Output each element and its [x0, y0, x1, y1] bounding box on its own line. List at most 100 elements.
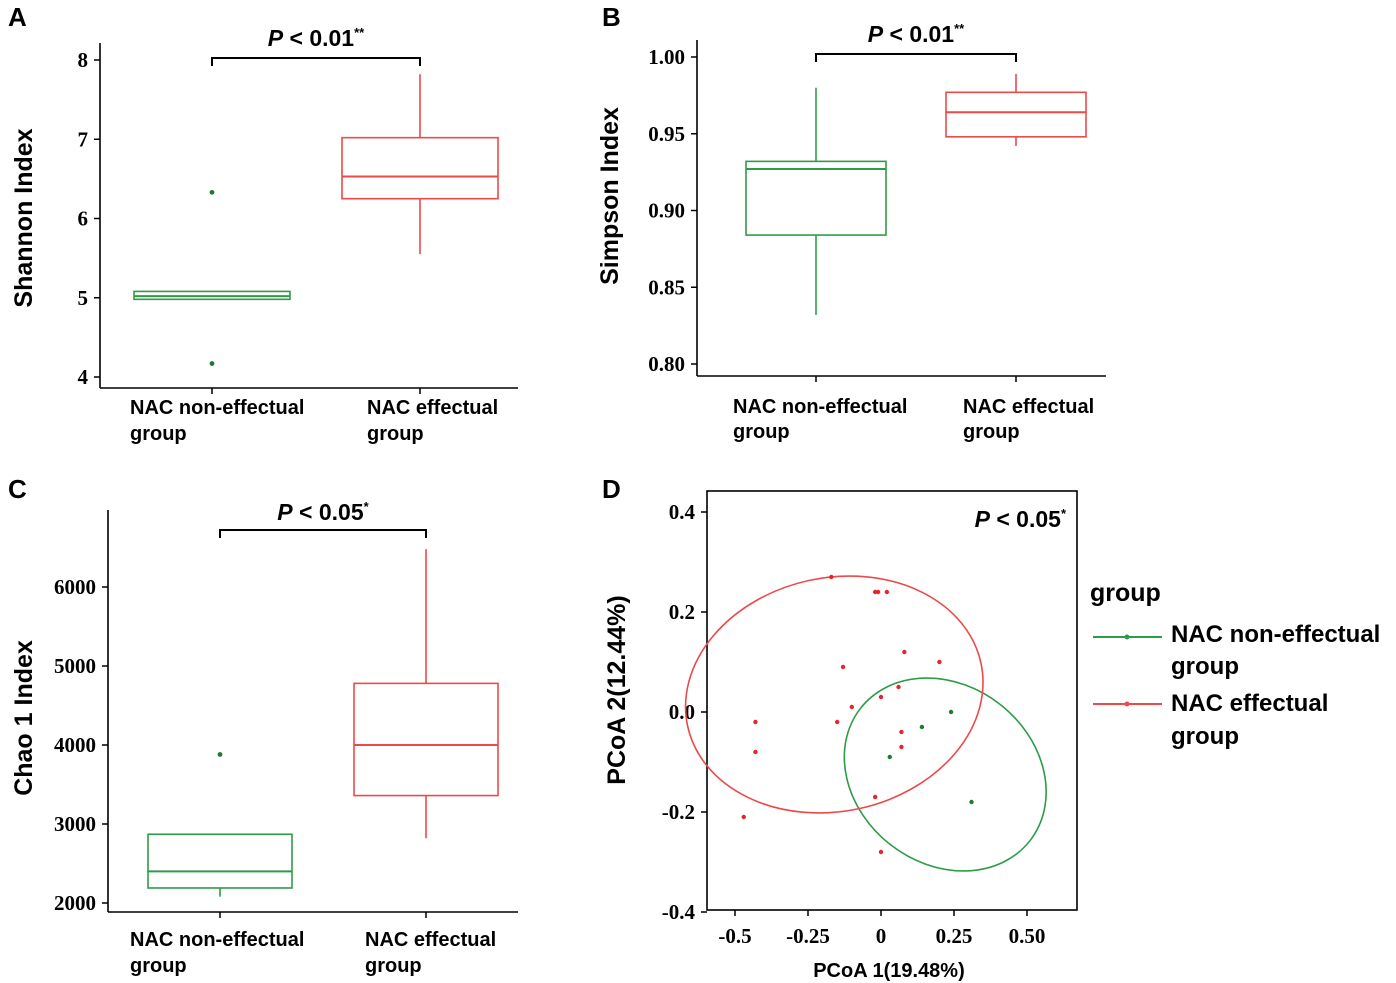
outlier-point-c-non-effectual — [217, 752, 223, 757]
y-tick-label-b: 0.95 — [648, 122, 685, 146]
outlier-point-a-non-effectual — [209, 361, 215, 366]
panel-letter-a: A — [8, 2, 27, 32]
x-category-label-b-effectual: NAC effectual — [963, 396, 1094, 418]
scatter-point-non-effectual — [948, 709, 954, 715]
scatter-point-non-effectual — [887, 754, 892, 760]
y-tick-label-a: 5 — [78, 286, 89, 310]
y-tick-label-b: 1.00 — [648, 45, 685, 69]
confidence-ellipse-non-effectual — [843, 677, 1047, 872]
y-tick-label-d: -0.2 — [662, 800, 695, 824]
y-tick-label-c: 6000 — [54, 575, 96, 599]
y-tick-label-a: 8 — [78, 48, 89, 72]
y-tick-label-c: 4000 — [54, 733, 96, 757]
legend-title: group — [1090, 579, 1161, 607]
y-axis-label-a: Shannon Index — [10, 128, 38, 307]
panel-letter-d: D — [602, 474, 621, 504]
panel-letter-c: C — [8, 474, 27, 504]
x-category-label-line2-c-effectual: group — [365, 955, 422, 977]
y-tick-label-b: 0.90 — [648, 199, 685, 223]
x-tick-label-d: -0.5 — [718, 924, 751, 948]
y-tick-label-d: 0.0 — [669, 700, 695, 724]
significance-label-d: P < 0.05* — [975, 506, 1067, 532]
plot-area-d: -0.5 -0.25 0 0.25 0.50 -0.4 -0.2 0.0 0.2 0.4 P < 0… — [662, 490, 1078, 948]
scatter-point-effectual — [835, 719, 840, 725]
plot-area-b: 0.80 0.85 0.90 0.95 1.00 NAC non-effectual gro… — [648, 21, 1106, 443]
y-tick-label-d: 0.2 — [669, 600, 695, 624]
y-tick-label-a: 7 — [78, 127, 89, 151]
scatter-point-effectual — [896, 684, 901, 690]
box-b-non-effectual — [745, 160, 887, 236]
scatter-point-effectual — [878, 694, 884, 700]
x-category-label-c-effectual: NAC effectual — [365, 929, 496, 951]
legend-key-point-non-effectual — [1124, 634, 1130, 640]
y-tick-label-a: 6 — [78, 207, 89, 231]
box-a-effectual — [341, 136, 499, 200]
scatter-point-effectual — [902, 649, 907, 655]
x-tick-label-d: 0.25 — [936, 924, 973, 948]
x-tick-label-d: -0.25 — [786, 924, 830, 948]
x-category-label-a-effectual: NAC effectual — [367, 397, 498, 419]
y-axis-label-b: Simpson Index — [596, 107, 624, 285]
panel-d: D PCoA 2(12.44%) PCoA 1(19.48%) -0.5 -0.2… — [602, 474, 1380, 982]
scatter-point-non-effectual — [919, 724, 925, 730]
outlier-point-a-non-effectual — [209, 189, 215, 195]
scatter-point-effectual — [899, 744, 904, 750]
box-b-effectual — [945, 91, 1087, 138]
y-tick-label-c: 5000 — [54, 654, 96, 678]
legend-label-effectual-line2: group — [1171, 723, 1239, 750]
significance-label-a: P < 0.01** — [268, 25, 365, 51]
plot-area-a: 4 5 6 7 8 NAC non-effectual group NAC effectual… — [78, 25, 518, 445]
y-tick-label-d: -0.4 — [662, 900, 696, 924]
scatter-point-effectual — [899, 729, 904, 735]
panel-b: B Simpson Index 0.80 0.85 0.90 0.95 1.00 NAC … — [596, 2, 1106, 443]
x-tick-label-d: 0.50 — [1009, 924, 1046, 948]
panel-c: C Chao 1 Index 2000 3000 4000 5000 6000 NAC n… — [8, 474, 518, 977]
legend-key-point-effectual — [1124, 701, 1130, 707]
y-tick-label-a: 4 — [78, 365, 89, 389]
scatter-point-effectual — [875, 589, 881, 595]
significance-bracket-a — [211, 57, 421, 66]
x-category-label-line2-c-non-effectual: group — [130, 955, 187, 977]
significance-label-b: P < 0.01** — [868, 21, 965, 47]
box-c-non-effectual — [147, 833, 293, 889]
x-tick-label-d: 0 — [876, 924, 887, 948]
y-tick-label-b: 0.80 — [648, 352, 685, 376]
x-category-label-a-non-effectual: NAC non-effectual — [130, 397, 304, 419]
panel-a: A Shannon Index 4 5 6 7 8 NAC non-effectual gr… — [8, 2, 518, 445]
legend: group NAC non-effectual group NAC effect… — [1090, 579, 1380, 750]
scatter-point-non-effectual — [969, 799, 974, 805]
y-axis-label-d: PCoA 2(12.44%) — [603, 595, 631, 784]
x-category-label-line2-b-effectual: group — [963, 421, 1020, 443]
scatter-point-effectual — [829, 574, 834, 580]
legend-label-effectual-line1: NAC effectual — [1171, 690, 1328, 717]
plot-frame-d — [706, 490, 1078, 911]
scatter-point-effectual — [849, 704, 854, 710]
confidence-ellipse-effectual — [684, 575, 984, 814]
y-tick-label-b: 0.85 — [648, 275, 685, 299]
x-axis-label-d: PCoA 1(19.48%) — [813, 960, 965, 982]
scatter-point-effectual — [872, 794, 878, 800]
box-c-effectual — [353, 682, 499, 797]
plot-area-c: 2000 3000 4000 5000 6000 NAC non-effectual gro… — [54, 499, 518, 977]
significance-bracket-b — [815, 53, 1017, 62]
scatter-point-effectual — [937, 659, 942, 665]
scatter-point-effectual — [884, 589, 890, 595]
y-tick-label-d: 0.4 — [669, 500, 696, 524]
y-tick-label-c: 2000 — [54, 891, 96, 915]
x-category-label-c-non-effectual: NAC non-effectual — [130, 929, 304, 951]
y-tick-label-c: 3000 — [54, 812, 96, 836]
x-category-label-b-non-effectual: NAC non-effectual — [733, 396, 907, 418]
panel-letter-b: B — [602, 2, 621, 32]
scatter-point-effectual — [753, 719, 758, 725]
scatter-point-effectual — [741, 814, 746, 820]
x-category-label-line2-a-effectual: group — [367, 423, 424, 445]
x-category-label-line2-a-non-effectual: group — [130, 423, 187, 445]
legend-label-non-effectual-line2: group — [1171, 653, 1239, 680]
legend-label-non-effectual-line1: NAC non-effectual — [1171, 621, 1380, 648]
scatter-point-effectual — [878, 849, 884, 855]
significance-bracket-c — [219, 529, 427, 538]
scatter-point-effectual — [840, 664, 846, 670]
scatter-point-effectual — [753, 749, 758, 755]
x-category-label-line2-b-non-effectual: group — [733, 421, 790, 443]
